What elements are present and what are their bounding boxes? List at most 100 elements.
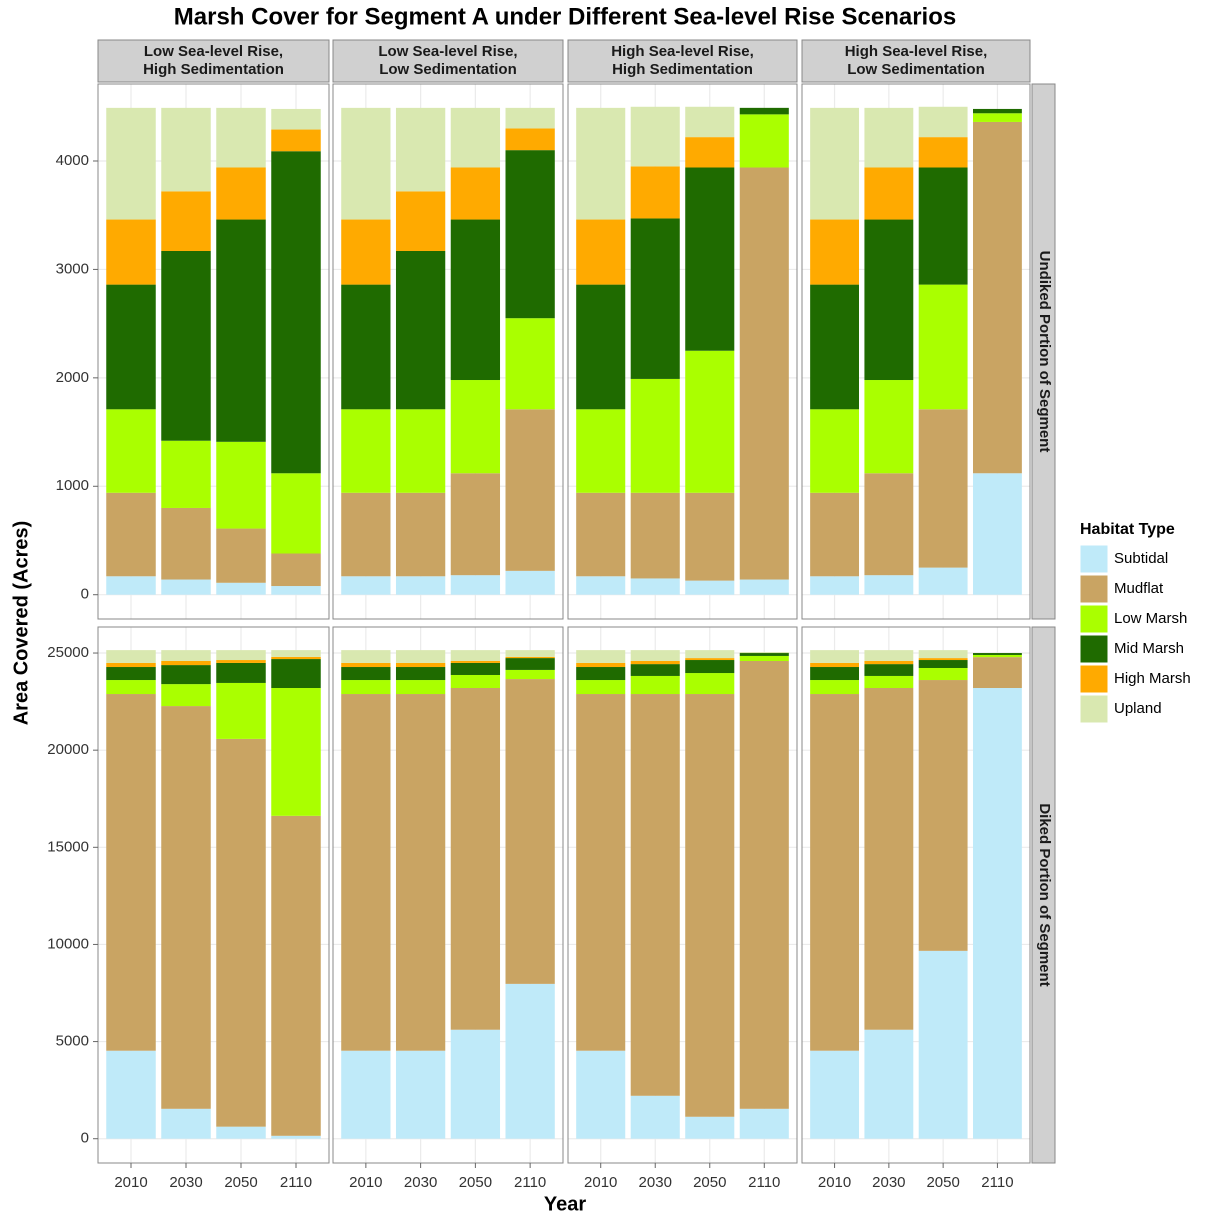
y-tick-label: 3000 xyxy=(56,260,89,277)
bar-segment xyxy=(505,570,555,595)
bar-segment xyxy=(685,660,735,674)
y-tick-label: 5000 xyxy=(56,1033,89,1050)
bar-segment xyxy=(685,658,735,661)
bar-segment xyxy=(810,1050,859,1139)
bar-segment xyxy=(973,108,1022,114)
facet-strip-label: High Sedimentation xyxy=(143,61,284,78)
x-tick-label: 2010 xyxy=(349,1174,382,1191)
bar-segment xyxy=(973,473,1022,595)
bar-segment xyxy=(864,107,914,168)
bar-segment xyxy=(271,656,321,660)
y-tick-label: 0 xyxy=(81,1130,89,1147)
bar-segment xyxy=(918,409,968,568)
bar-segment xyxy=(395,680,446,695)
bar-segment xyxy=(505,650,555,657)
bar-segment xyxy=(161,250,211,441)
bar-segment xyxy=(505,150,555,319)
bar-segment xyxy=(576,576,626,595)
bar-segment xyxy=(106,492,156,577)
bar-segment xyxy=(810,284,859,410)
bar-segment xyxy=(739,167,789,580)
bar-segment xyxy=(161,507,211,580)
bar-segment xyxy=(630,218,680,379)
facet-strip-label: High Sea-level Rise, xyxy=(845,43,988,60)
bar-segment xyxy=(630,106,680,167)
bar-segment xyxy=(106,576,156,595)
bar-segment xyxy=(864,664,914,676)
bar-segment xyxy=(918,667,968,681)
bar-segment xyxy=(341,1050,391,1139)
bar-segment xyxy=(216,1126,266,1139)
legend-label: Upland xyxy=(1114,700,1162,717)
legend-label: Subtidal xyxy=(1114,550,1168,567)
bar-segment xyxy=(216,219,266,442)
bar-segment xyxy=(106,680,156,695)
bar-segment xyxy=(161,1108,211,1139)
x-tick-label: 2050 xyxy=(459,1174,492,1191)
bar-segment xyxy=(450,688,501,1030)
panel-border xyxy=(801,626,1031,1164)
facet-strip xyxy=(567,39,798,83)
facet-strip xyxy=(332,39,564,83)
bar-segment xyxy=(810,107,859,220)
legend-key xyxy=(1079,544,1109,574)
panel-border xyxy=(332,83,564,620)
bar-segment xyxy=(576,219,626,285)
bar-segment xyxy=(576,284,626,410)
bar-segment xyxy=(341,694,391,1051)
x-tick-label: 2030 xyxy=(169,1174,202,1191)
bar-segment xyxy=(106,1050,156,1139)
bar-segment xyxy=(739,653,789,656)
bar-segment xyxy=(864,575,914,595)
bar-segment xyxy=(576,662,626,668)
bar-segment xyxy=(505,128,555,151)
bar-segment xyxy=(630,378,680,493)
bar-segment xyxy=(216,660,266,663)
bar-segment xyxy=(505,658,555,670)
bar-segment xyxy=(161,650,211,661)
bar-segment xyxy=(450,167,501,220)
bar-segment xyxy=(685,1116,735,1139)
bar-segment xyxy=(576,667,626,681)
bar-segment xyxy=(576,694,626,1051)
bar-segment xyxy=(864,660,914,665)
bar-segment xyxy=(864,380,914,474)
bar-segment xyxy=(739,107,789,115)
bar-segment xyxy=(685,650,735,659)
y-tick-label: 0 xyxy=(81,586,89,603)
bar-segment xyxy=(216,662,266,683)
bar-segment xyxy=(106,284,156,410)
bar-segment xyxy=(106,107,156,220)
bar-segment xyxy=(505,656,555,659)
bar-segment xyxy=(341,667,391,681)
bar-segment xyxy=(450,660,501,663)
bar-segment xyxy=(161,660,211,666)
bar-segment xyxy=(810,492,859,577)
bar-segment xyxy=(161,191,211,251)
bar-segment xyxy=(685,137,735,168)
bar-segment xyxy=(810,409,859,493)
bar-segment xyxy=(271,473,321,554)
bar-segment xyxy=(864,688,914,1030)
facet-strip xyxy=(1031,83,1056,620)
panel-border xyxy=(567,83,798,620)
legend-key xyxy=(1079,694,1109,724)
bar-segment xyxy=(973,657,1022,689)
legend-label: High Marsh xyxy=(1114,670,1191,687)
bar-segment xyxy=(576,650,626,663)
bar-segment xyxy=(739,652,789,654)
bar-segment xyxy=(918,658,968,661)
facet-strip xyxy=(1031,626,1056,1164)
bar-segment xyxy=(341,576,391,595)
x-tick-label: 2050 xyxy=(693,1174,726,1191)
x-tick-label: 2110 xyxy=(748,1174,780,1191)
bar-segment xyxy=(505,669,555,680)
bar-segment xyxy=(271,650,321,657)
facet-strip-label: Diked Portion of Segment xyxy=(1036,803,1053,986)
legend-key xyxy=(1079,574,1109,604)
bar-segment xyxy=(450,380,501,474)
y-tick-label: 20000 xyxy=(47,741,89,758)
x-tick-label: 2030 xyxy=(639,1174,672,1191)
bar-segment xyxy=(739,114,789,168)
